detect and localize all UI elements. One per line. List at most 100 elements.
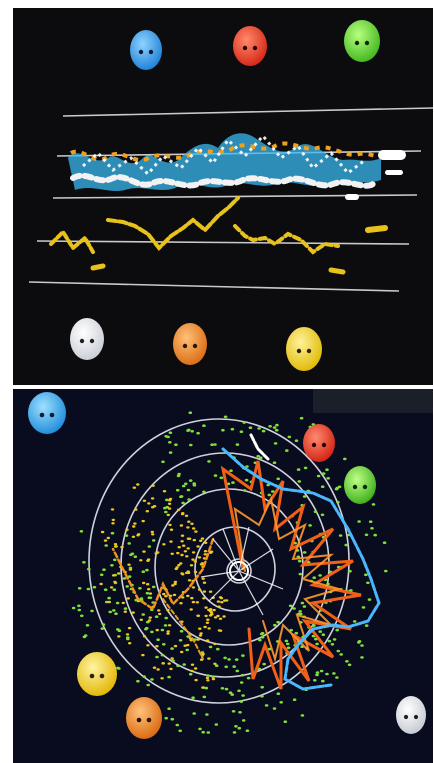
green-dot [298, 572, 303, 576]
green-dot [336, 649, 341, 653]
yellow-dot [179, 524, 184, 527]
green-dot [201, 730, 205, 734]
green-dot [124, 534, 129, 537]
green-dot [104, 600, 109, 604]
green-dot [104, 544, 108, 547]
green-dot [114, 612, 118, 615]
green-dot [224, 687, 229, 691]
yellow-dot [180, 650, 184, 654]
green-dot [248, 426, 253, 429]
green-dot [241, 694, 245, 697]
green-dot [268, 425, 272, 428]
green-dot [127, 575, 132, 578]
green-dot [101, 623, 106, 626]
green-dot [219, 476, 224, 480]
egg-red [303, 424, 335, 462]
green-dot [266, 483, 270, 487]
yellow-dot [155, 645, 159, 648]
radial-visualization [28, 389, 433, 739]
green-dot [191, 696, 195, 699]
yellow-dot [173, 644, 178, 648]
yellow-dot [120, 545, 124, 549]
green-dot [103, 588, 108, 591]
yellow-dot [180, 534, 185, 537]
green-dot [242, 421, 246, 424]
green-dot [234, 658, 239, 661]
yellow-dot [148, 616, 152, 619]
yellow-dot [205, 639, 210, 642]
yellow-dot [110, 508, 115, 511]
egg-orange [126, 697, 162, 739]
green-dot [368, 520, 373, 523]
yellow-dot [182, 544, 186, 547]
yellow-dot [109, 586, 114, 589]
yellow-dot [191, 558, 195, 561]
green-dot [82, 561, 86, 564]
green-dot [286, 646, 291, 650]
bottom-panel [13, 389, 433, 763]
green-dot [272, 426, 277, 429]
green-dot [170, 647, 174, 650]
green-dot [349, 589, 353, 592]
green-dot [239, 700, 244, 703]
yellow-dot [155, 628, 159, 632]
green-dot [168, 451, 173, 454]
yellow-dot [173, 582, 177, 586]
green-dot [71, 606, 76, 610]
yellow-dot [191, 586, 196, 589]
yellow-dot [127, 563, 131, 566]
green-dot [241, 719, 246, 722]
yellow-dot [216, 614, 220, 618]
yellow-dot [150, 530, 154, 534]
green-dot [320, 485, 325, 488]
green-dot [276, 477, 281, 481]
green-dot [107, 596, 111, 600]
green-dot [160, 653, 165, 657]
green-dot [239, 430, 244, 433]
green-dot [318, 574, 322, 577]
green-dot [161, 460, 165, 464]
green-dot [289, 628, 294, 632]
egg-blue [28, 392, 66, 434]
green-dot [206, 674, 210, 677]
yellow-dot [208, 590, 213, 593]
green-dot [258, 638, 262, 642]
yellow-dot [192, 527, 196, 530]
yellow-dot [186, 594, 190, 598]
yellow-dot [208, 614, 213, 617]
yellow-dot [197, 588, 202, 591]
green-dot [202, 424, 206, 427]
yellow-dot [162, 592, 166, 596]
green-dot [223, 415, 228, 419]
green-dot [261, 429, 266, 433]
green-dot [308, 524, 312, 527]
yellow-dot [132, 525, 136, 528]
yellow-dot [166, 608, 170, 612]
yellow-dot [205, 621, 210, 624]
green-dot [126, 636, 130, 639]
green-dot [345, 660, 349, 663]
green-dot [141, 613, 145, 616]
yellow-dot [172, 593, 177, 597]
green-dot [100, 627, 105, 630]
green-dot [335, 628, 340, 632]
yellow-dot [220, 601, 224, 604]
yellow-dot [204, 606, 208, 609]
yellow-dot [186, 571, 191, 575]
yellow-dot [126, 597, 130, 600]
yellow-dot [147, 619, 152, 622]
green-dot [298, 610, 303, 613]
yellow-dot [142, 499, 147, 502]
green-dot [288, 604, 293, 608]
yellow-dot [167, 662, 171, 665]
green-dot [237, 726, 242, 730]
egg-red [233, 26, 267, 66]
egg-green [344, 466, 376, 504]
yellow-dot [222, 615, 226, 618]
yellow-dot [168, 523, 172, 527]
green-dot [283, 720, 288, 723]
green-dot [163, 624, 168, 627]
green-dot [316, 474, 321, 478]
green-dot [177, 472, 181, 476]
green-dot [77, 604, 81, 608]
